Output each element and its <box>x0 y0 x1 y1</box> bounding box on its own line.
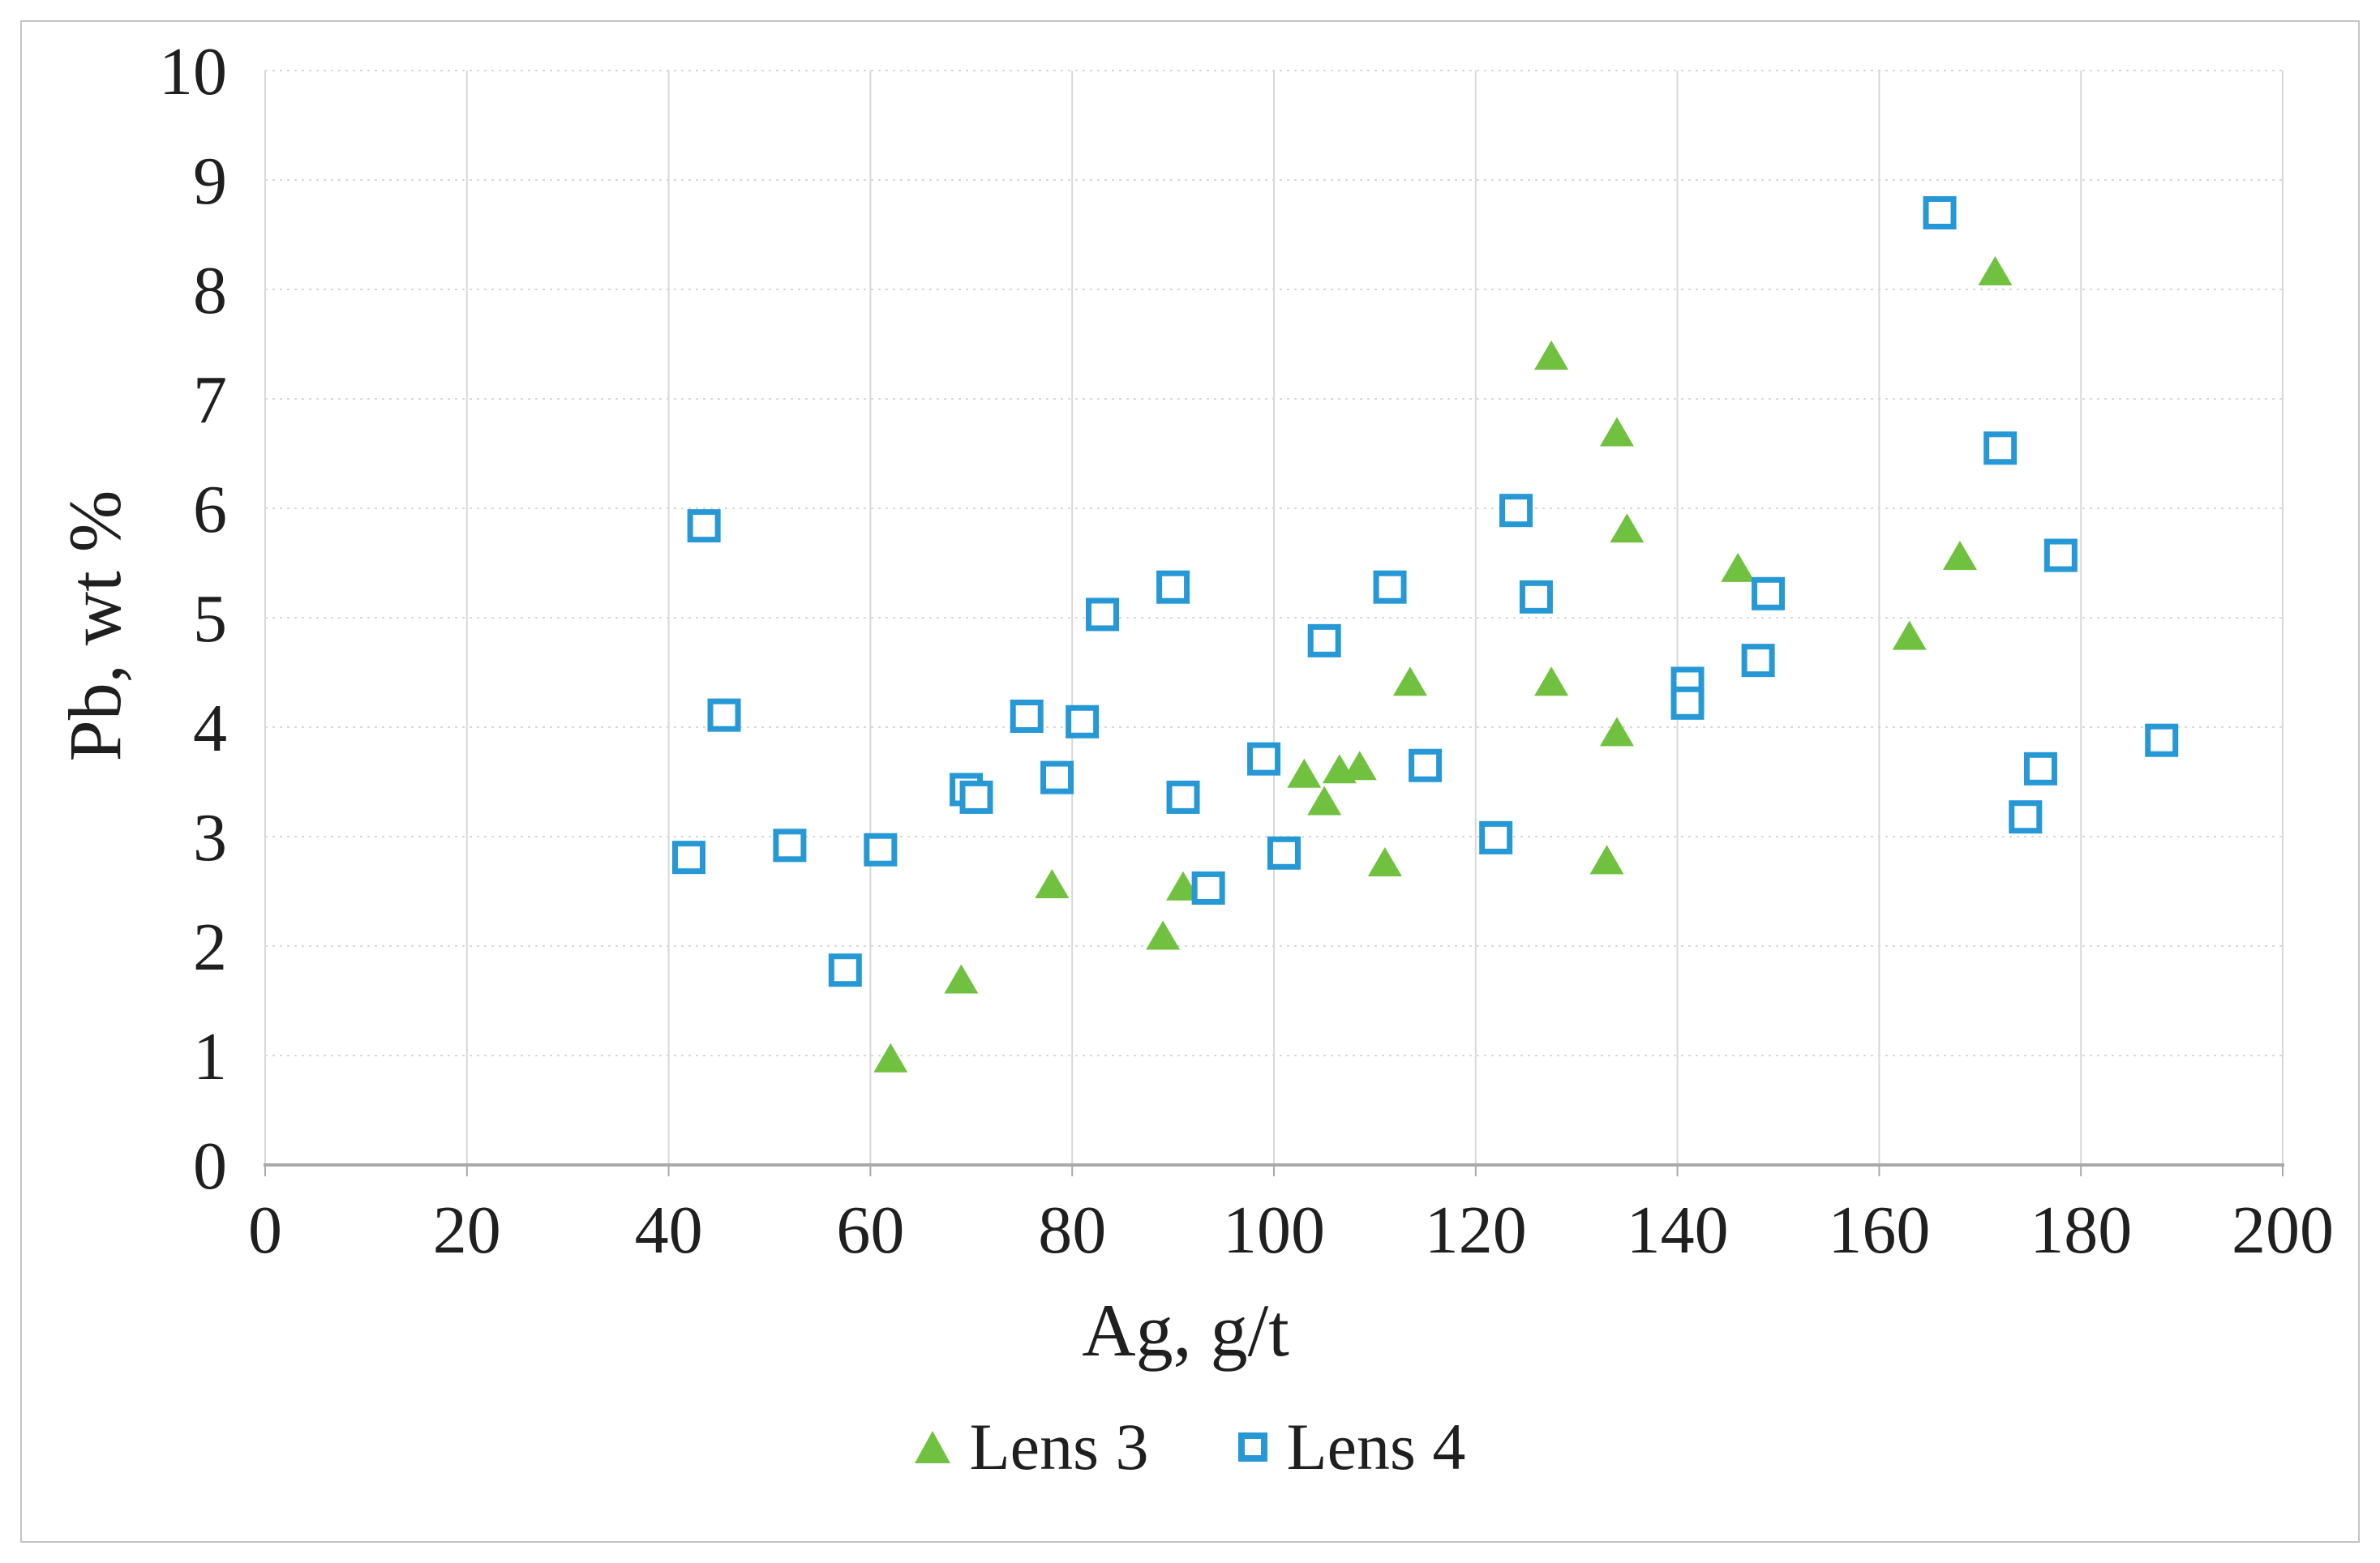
y-tick-label: 2 <box>193 910 227 985</box>
lens3-point <box>1599 717 1634 747</box>
lens4-point <box>1156 570 1190 604</box>
figure-border <box>20 20 2360 1543</box>
gridlines <box>264 70 2284 1165</box>
y-tick-label: 10 <box>159 34 227 109</box>
lens3-point <box>1978 256 2013 286</box>
lens4-point <box>2023 752 2057 786</box>
lens4-point <box>1247 742 1281 776</box>
x-tick-label: 0 <box>248 1193 282 1268</box>
lens4-point <box>864 833 898 867</box>
lens3-point <box>873 1043 908 1073</box>
lens4-point <box>1267 836 1301 870</box>
x-tick-label: 80 <box>1038 1193 1106 1268</box>
lens4-point <box>1923 196 1957 229</box>
lens4-point <box>1066 704 1100 739</box>
lens3-point <box>1534 666 1569 696</box>
triangle-marker-icon <box>914 1431 950 1463</box>
lens3-point <box>1589 845 1624 875</box>
lens4-point <box>1519 580 1553 614</box>
lens3-point <box>1287 758 1322 788</box>
x-tick-labels: 0 20 40 60 80 100 120 140 160 180 200 <box>248 1193 2334 1268</box>
x-tick-label: 120 <box>1425 1193 1527 1268</box>
x-tick-label: 40 <box>635 1193 703 1268</box>
lens4-point <box>1307 623 1341 657</box>
y-axis-title: Pb, wt % <box>54 490 136 762</box>
x-tick-label: 140 <box>1627 1193 1729 1268</box>
y-tick-label: 9 <box>193 143 227 219</box>
lens4-points <box>671 196 2179 987</box>
lens4-point <box>1752 576 1786 610</box>
lens4-point <box>2145 723 2179 757</box>
lens3-point <box>1610 513 1645 543</box>
lens4-point <box>1670 686 1705 720</box>
lens4-point <box>959 780 993 814</box>
x-tick-label: 20 <box>433 1193 501 1268</box>
axes <box>264 1163 2284 1176</box>
lens3-point <box>1392 666 1427 696</box>
x-tick-label: 160 <box>1828 1193 1930 1268</box>
y-tick-label: 5 <box>193 581 227 657</box>
legend: Lens 3 Lens 4 <box>0 1409 2380 1485</box>
lens4-point <box>707 698 741 732</box>
lens4-point <box>1741 644 1775 678</box>
y-tick-label: 3 <box>193 800 227 876</box>
legend-item-lens4: Lens 4 <box>1237 1409 1466 1485</box>
square-marker-icon <box>1237 1432 1267 1462</box>
x-tick-label: 100 <box>1223 1193 1325 1268</box>
y-tick-label: 4 <box>193 691 227 766</box>
y-tick-labels: 0 1 2 3 4 5 6 7 8 9 10 <box>159 34 227 1204</box>
lens4-point <box>1086 597 1120 632</box>
lens4-point <box>1479 820 1513 854</box>
lens4-point <box>1409 748 1443 782</box>
lens3-point <box>1534 340 1569 370</box>
lens3-point <box>1942 541 1977 571</box>
lens4-point <box>1040 760 1074 794</box>
lens4-point <box>2043 538 2078 572</box>
lens3-points <box>873 256 2013 1073</box>
lens4-point <box>1373 570 1407 604</box>
lens3-point <box>1035 869 1070 899</box>
legend-label-lens4: Lens 4 <box>1286 1410 1466 1484</box>
y-tick-label: 1 <box>193 1019 227 1094</box>
lens4-point <box>1983 431 2018 465</box>
lens4-point <box>2009 800 2043 834</box>
lens3-point <box>1721 552 1756 582</box>
x-tick-label: 200 <box>2232 1193 2334 1268</box>
legend-label-lens3: Lens 3 <box>969 1410 1149 1484</box>
x-tick-label: 180 <box>2030 1193 2132 1268</box>
lens4-point <box>1166 780 1200 814</box>
y-tick-label: 8 <box>193 253 227 328</box>
lens4-point <box>671 841 705 875</box>
y-tick-label: 0 <box>193 1128 227 1204</box>
lens3-point <box>1307 786 1342 816</box>
lens3-point <box>1166 871 1201 901</box>
lens4-point <box>1499 494 1533 528</box>
lens3-point <box>1367 847 1402 877</box>
legend-item-lens3: Lens 3 <box>914 1409 1149 1485</box>
y-tick-label: 6 <box>193 472 227 547</box>
x-tick-label: 60 <box>836 1193 904 1268</box>
lens3-point <box>944 964 979 994</box>
lens4-point <box>773 829 807 863</box>
y-tick-label: 7 <box>193 362 227 438</box>
lens3-point <box>1599 417 1634 447</box>
lens4-point <box>828 953 862 987</box>
x-axis-title: Ag, g/t <box>1082 1289 1289 1372</box>
lens4-point <box>1191 871 1225 905</box>
lens3-point <box>1892 620 1927 650</box>
lens4-point <box>1010 700 1044 733</box>
lens3-point <box>1342 751 1377 781</box>
lens3-point <box>1146 920 1181 950</box>
lens4-point <box>687 509 721 543</box>
